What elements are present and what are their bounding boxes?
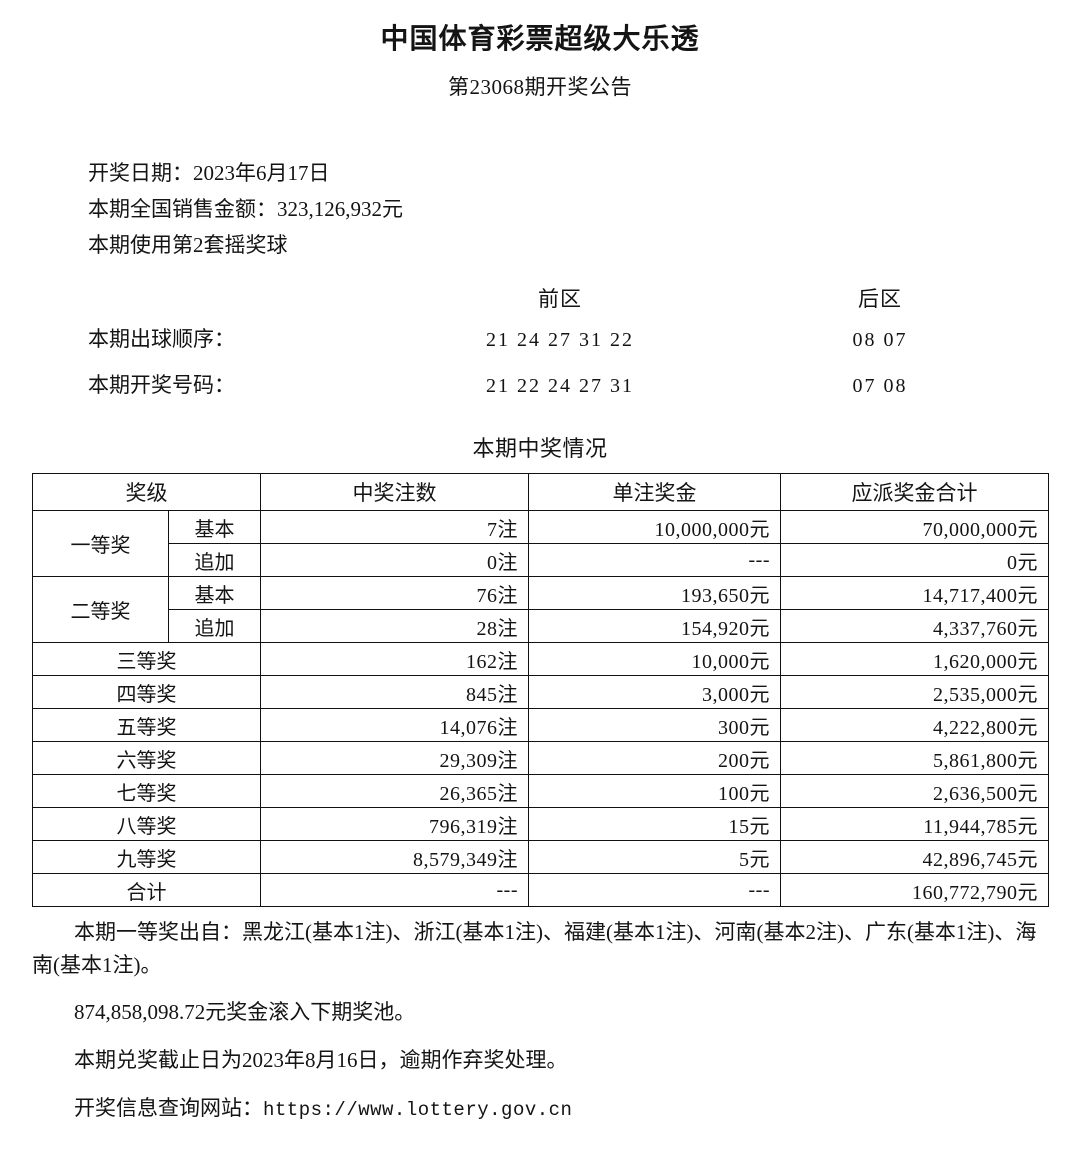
table-row: 合计 --- --- 160,772,790元 <box>32 873 1049 908</box>
winning-count-cell: 0注 <box>260 543 529 578</box>
table-row: 追加 28注 154,920元 4,337,760元 <box>33 609 1049 644</box>
single-prize-cell: 193,650元 <box>528 576 781 611</box>
first-prize-origin-note: 本期一等奖出自：黑龙江(基本1注)、浙江(基本1注)、福建(基本1注)、河南(基… <box>32 920 1037 977</box>
table-row: 九等奖 8,579,349注 5元 42,896,745元 <box>32 840 1049 875</box>
winning-back-numbers: 07 08 <box>852 375 908 398</box>
single-prize-cell: 5元 <box>528 840 781 875</box>
table-row: 追加 0注 --- 0元 <box>33 543 1049 578</box>
table-row: 一等奖 基本 7注 10,000,000元 70,000,000元 <box>32 510 1049 578</box>
winning-count-cell: 29,309注 <box>260 741 529 776</box>
total-prize-cell: 5,861,800元 <box>780 741 1049 776</box>
prize-level-cell: 一等奖 <box>32 510 169 578</box>
prize-level-cell: 二等奖 <box>32 576 169 644</box>
table-row: 八等奖 796,319注 15元 11,944,785元 <box>32 807 1049 842</box>
winning-front-numbers: 21 22 24 27 31 <box>486 375 634 398</box>
winning-count-cell: 845注 <box>260 675 529 710</box>
single-prize-cell: 300元 <box>528 708 781 743</box>
back-zone-label: 后区 <box>858 287 902 312</box>
national-sales-line: 本期全国销售金额：323,126,932元 <box>88 197 403 222</box>
winning-count-cell: 26,365注 <box>260 774 529 809</box>
single-prize-cell: --- <box>528 873 781 908</box>
page-title: 中国体育彩票超级大乐透 <box>380 24 700 55</box>
total-prize-cell: 0元 <box>780 543 1049 578</box>
table-row: 三等奖 162注 10,000元 1,620,000元 <box>32 642 1049 677</box>
winning-count-cell: --- <box>260 873 529 908</box>
prize-subtype-cell: 基本 <box>168 510 261 545</box>
prize-table-header-row: 奖级 中奖注数 单注奖金 应派奖金合计 <box>32 473 1049 512</box>
prize-section-heading: 本期中奖情况 <box>472 436 608 462</box>
column-header-level: 奖级 <box>32 473 261 512</box>
winning-count-cell: 162注 <box>260 642 529 677</box>
table-row: 四等奖 845注 3,000元 2,535,000元 <box>32 675 1049 710</box>
total-prize-cell: 2,535,000元 <box>780 675 1049 710</box>
winning-count-cell: 796,319注 <box>260 807 529 842</box>
prize-subtype-cell: 追加 <box>168 543 261 578</box>
prize-subtype-cell: 基本 <box>168 576 261 611</box>
total-prize-cell: 1,620,000元 <box>780 642 1049 677</box>
total-prize-cell: 11,944,785元 <box>780 807 1049 842</box>
ball-order-label: 本期出球顺序： <box>88 327 235 352</box>
ball-order-back-numbers: 08 07 <box>852 329 908 352</box>
footnotes-block: 本期一等奖出自：黑龙江(基本1注)、浙江(基本1注)、福建(基本1注)、河南(基… <box>0 916 1080 1125</box>
table-row: 七等奖 26,365注 100元 2,636,500元 <box>32 774 1049 809</box>
prize-level-cell: 三等奖 <box>32 642 261 677</box>
single-prize-cell: 3,000元 <box>528 675 781 710</box>
winning-count-cell: 7注 <box>260 510 529 545</box>
ball-order-front-numbers: 21 24 27 31 22 <box>486 329 634 352</box>
total-prize-cell: 4,337,760元 <box>780 609 1049 644</box>
prize-level-cell: 合计 <box>32 873 261 908</box>
claim-deadline-note: 本期兑奖截止日为2023年8月16日，逾期作弃奖处理。 <box>74 1047 568 1072</box>
table-row: 六等奖 29,309注 200元 5,861,800元 <box>32 741 1049 776</box>
total-prize-cell: 42,896,745元 <box>780 840 1049 875</box>
single-prize-cell: 200元 <box>528 741 781 776</box>
single-prize-cell: 10,000,000元 <box>528 510 781 545</box>
winning-count-cell: 76注 <box>260 576 529 611</box>
prize-level-cell: 四等奖 <box>32 675 261 710</box>
total-prize-cell: 4,222,800元 <box>780 708 1049 743</box>
winning-numbers-row: 本期开奖号码： 21 22 24 27 31 07 08 <box>0 369 1080 415</box>
draw-zone-header-row: 前区 后区 <box>0 283 1080 323</box>
winning-count-cell: 14,076注 <box>260 708 529 743</box>
winning-numbers-label: 本期开奖号码： <box>88 373 235 398</box>
total-prize-cell: 70,000,000元 <box>780 510 1049 545</box>
prize-table-body: 一等奖 基本 7注 10,000,000元 70,000,000元 追加 0注 --- 0元 二等… <box>32 510 1049 908</box>
column-header-count: 中奖注数 <box>260 473 529 512</box>
prize-table-head: 奖级 中奖注数 单注奖金 应派奖金合计 <box>32 473 1049 512</box>
website-label: 开奖信息查询网站： <box>74 1095 263 1120</box>
single-prize-cell: 100元 <box>528 774 781 809</box>
total-prize-cell: 160,772,790元 <box>780 873 1049 908</box>
prize-table: 奖级 中奖注数 单注奖金 应派奖金合计 一等奖 基本 7注 10,000,000元 70… <box>32 473 1049 908</box>
single-prize-cell: 10,000元 <box>528 642 781 677</box>
column-header-single: 单注奖金 <box>528 473 781 512</box>
prize-level-cell: 九等奖 <box>32 840 261 875</box>
ball-order-row: 本期出球顺序： 21 24 27 31 22 08 07 <box>0 323 1080 369</box>
website-note: 开奖信息查询网站：https://www.lottery.gov.cn <box>32 1092 1050 1125</box>
prize-subtype-cell: 追加 <box>168 609 261 644</box>
draw-date-line: 开奖日期：2023年6月17日 <box>88 161 330 185</box>
total-prize-cell: 14,717,400元 <box>780 576 1049 611</box>
table-row: 五等奖 14,076注 300元 4,222,800元 <box>32 708 1049 743</box>
draw-info-block: 开奖日期：2023年6月17日 本期全国销售金额：323,126,932元 本期… <box>0 155 1080 263</box>
lottery-announcement-page: 中国体育彩票超级大乐透 第23068期开奖公告 开奖日期：2023年6月17日 … <box>0 22 1080 1175</box>
single-prize-cell: 154,920元 <box>528 609 781 644</box>
website-url[interactable]: https://www.lottery.gov.cn <box>263 1098 573 1121</box>
column-header-total: 应派奖金合计 <box>780 473 1049 512</box>
ball-set-line: 本期使用第2套摇奖球 <box>88 233 288 258</box>
rollover-note: 874,858,098.72元奖金滚入下期奖池。 <box>74 1000 416 1025</box>
single-prize-cell: 15元 <box>528 807 781 842</box>
single-prize-cell: --- <box>528 543 781 578</box>
winning-count-cell: 28注 <box>260 609 529 644</box>
table-row: 二等奖 基本 76注 193,650元 14,717,400元 <box>32 576 1049 644</box>
prize-level-cell: 六等奖 <box>32 741 261 776</box>
winning-count-cell: 8,579,349注 <box>260 840 529 875</box>
prize-level-cell: 七等奖 <box>32 774 261 809</box>
total-prize-cell: 2,636,500元 <box>780 774 1049 809</box>
prize-level-cell: 五等奖 <box>32 708 261 743</box>
prize-level-cell: 八等奖 <box>32 807 261 842</box>
prize-table-wrapper: 奖级 中奖注数 单注奖金 应派奖金合计 一等奖 基本 7注 10,000,000元 70… <box>32 473 1049 908</box>
draw-numbers-block: 前区 后区 本期出球顺序： 21 24 27 31 22 08 07 本期开奖号… <box>0 283 1080 415</box>
page-subtitle: 第23068期开奖公告 <box>448 75 632 99</box>
front-zone-label: 前区 <box>538 287 582 312</box>
